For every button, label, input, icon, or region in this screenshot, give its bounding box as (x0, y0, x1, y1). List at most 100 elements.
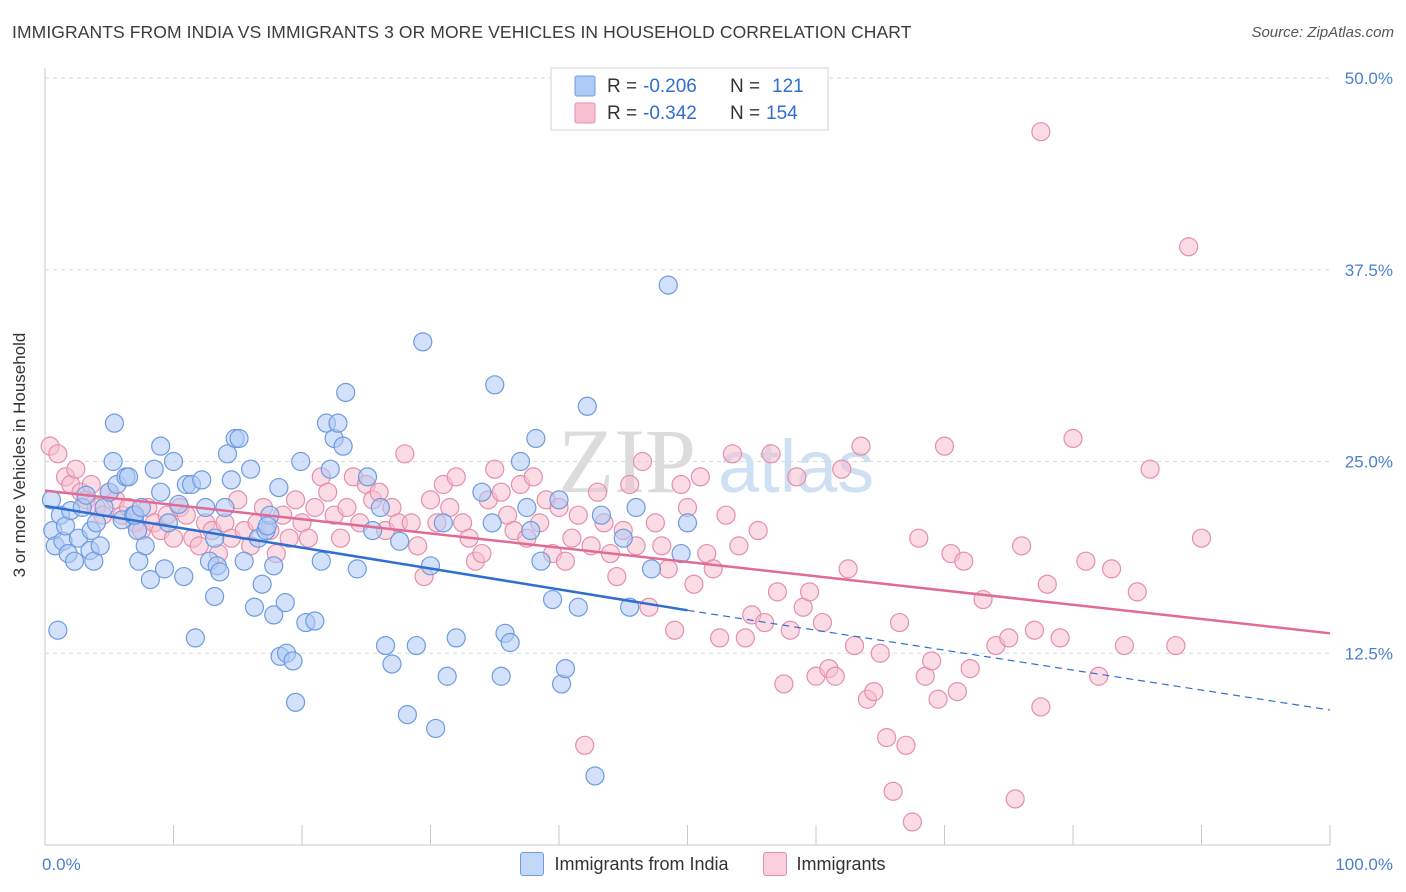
bottom-legend-immigrants: Immigrants (762, 852, 886, 876)
india-point-93 (426, 718, 446, 739)
immigrants-point-144 (960, 658, 980, 679)
immigrants-point-98 (665, 620, 685, 640)
india-point-87 (382, 654, 402, 674)
immigrants-point-105 (710, 628, 730, 648)
legend-r-value-india: -0.206 (643, 76, 697, 97)
india-point-57 (241, 459, 261, 479)
immigrants-point-58 (408, 536, 428, 556)
immigrants-point-133 (889, 612, 910, 633)
india-point-83 (357, 467, 378, 487)
india-point-89 (397, 705, 417, 725)
india-point-52 (221, 470, 241, 490)
india-point-97 (472, 482, 492, 502)
immigrants-point-84 (575, 735, 595, 755)
series-immigrants-points (40, 122, 1212, 832)
immigrants-point-47 (337, 497, 357, 518)
immigrants-point-154 (1063, 428, 1083, 449)
legend-box: R = -0.206 N = 121 R = -0.342 N = 154 (550, 67, 829, 131)
immigrants-point-117 (787, 467, 807, 487)
india-point-56 (234, 551, 254, 571)
immigrants-point-160 (1140, 459, 1160, 479)
immigrants-point-24 (189, 536, 209, 556)
immigrants-point-138 (922, 651, 942, 671)
india-point-103 (510, 451, 531, 472)
legend-n-label-india: N = (730, 76, 760, 97)
india-point-58 (244, 597, 265, 617)
immigrants-point-115 (774, 674, 794, 694)
immigrants-point-161 (1166, 635, 1186, 656)
india-point-9 (64, 551, 85, 571)
legend-swatch-immigrants (574, 102, 596, 124)
india-point-75 (311, 551, 331, 571)
india-point-77 (320, 459, 340, 479)
india-point-85 (370, 497, 390, 518)
india-point-70 (285, 692, 306, 712)
india-point-81 (336, 382, 356, 403)
india-point-35 (154, 559, 175, 579)
india-point-49 (210, 562, 230, 582)
immigrants-point-132 (883, 781, 903, 801)
bottom-legend-swatch-immigrants (762, 852, 787, 876)
immigrants-point-111 (748, 520, 768, 541)
immigrants-point-107 (722, 444, 743, 464)
immigrants-point-81 (555, 551, 576, 571)
india-point-32 (140, 570, 160, 590)
india-point-105 (521, 520, 541, 541)
india-point-44 (192, 470, 212, 490)
india-point-100 (491, 666, 511, 686)
india-point-34 (151, 482, 171, 502)
immigrants-point-1 (48, 444, 68, 464)
immigrants-point-143 (954, 551, 974, 571)
immigrants-point-68 (472, 543, 492, 564)
immigrants-point-159 (1127, 582, 1147, 602)
x-tick-label-1: 100.0% (1335, 855, 1393, 874)
immigrants-point-76 (523, 467, 543, 487)
india-point-95 (433, 513, 453, 533)
immigrants-point-140 (934, 436, 955, 456)
immigrants-point-102 (690, 467, 710, 487)
immigrants-point-113 (761, 444, 781, 464)
india-point-111 (555, 658, 576, 679)
india-point-108 (542, 589, 563, 610)
legend-frame (550, 67, 829, 131)
immigrants-point-96 (652, 536, 672, 556)
immigrants-point-46 (330, 528, 351, 548)
immigrants-point-162 (1179, 237, 1199, 257)
immigrants-point-152 (1037, 574, 1057, 594)
immigrants-point-94 (639, 597, 659, 617)
india-point-86 (375, 635, 396, 656)
india-point-69 (283, 651, 303, 671)
india-point-33 (144, 459, 164, 479)
bottom-legend-swatch-india (520, 852, 545, 876)
india-point-104 (517, 497, 537, 518)
immigrants-point-91 (620, 474, 640, 495)
immigrants-point-57 (401, 513, 421, 533)
immigrants-point-64 (446, 467, 466, 487)
legend-swatch-india (574, 75, 596, 97)
immigrants-point-129 (864, 681, 884, 702)
india-point-109 (549, 490, 569, 510)
legend-n-value-immigrants: 154 (766, 103, 798, 124)
immigrants-point-86 (587, 482, 608, 502)
immigrants-point-151 (1031, 697, 1051, 717)
immigrants-point-119 (799, 582, 820, 602)
y-tick-label-3: 50.0% (1345, 69, 1393, 88)
india-point-122 (677, 513, 698, 533)
india-point-113 (577, 396, 597, 416)
india-point-115 (591, 505, 612, 525)
india-point-90 (406, 635, 426, 656)
immigrants-point-147 (999, 628, 1019, 648)
x-tick-label-0: 0.0% (42, 855, 81, 874)
india-point-43 (185, 628, 205, 648)
immigrants-point-71 (491, 482, 511, 502)
immigrants-point-163 (1191, 528, 1212, 548)
india-point-63 (264, 556, 284, 576)
immigrants-point-136 (909, 528, 929, 548)
india-point-31 (135, 536, 155, 556)
immigrants-point-101 (684, 574, 704, 594)
india-point-91 (413, 332, 433, 352)
india-point-119 (641, 559, 662, 579)
immigrants-point-44 (318, 482, 338, 502)
india-point-66 (264, 605, 284, 625)
